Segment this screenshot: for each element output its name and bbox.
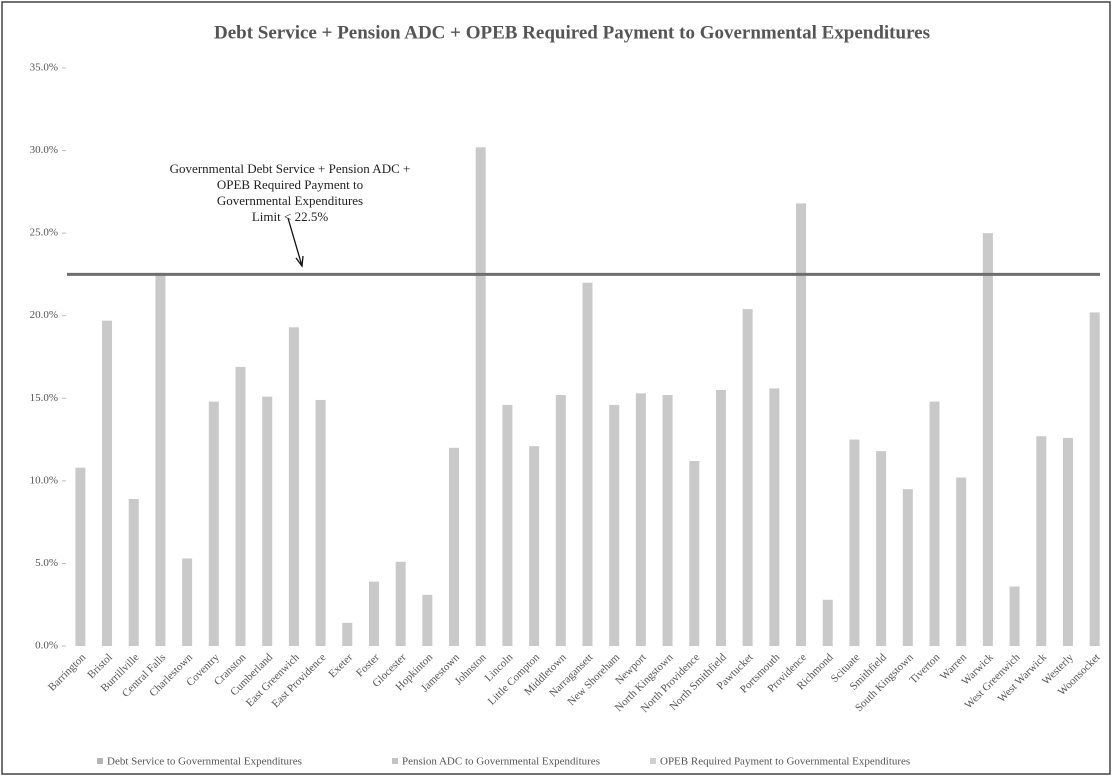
bar [769,388,780,646]
bar [208,401,219,646]
bar [849,439,860,646]
bar [342,622,353,646]
annotation: Governmental Debt Service + Pension ADC … [170,161,411,176]
bar [475,147,486,647]
bar [956,477,967,646]
bar [155,272,166,646]
bar [1062,437,1073,646]
bar [182,558,193,646]
bar [796,203,807,646]
y-tick-label: 0.0% [35,640,58,652]
y-tick-label: 30.0% [30,144,58,156]
bar [75,467,86,646]
bar [929,401,940,646]
y-tick-label: 20.0% [30,309,58,321]
bar [422,594,433,646]
annotation: Governmental Expenditures [217,193,363,208]
x-tick-label: Barrington [46,651,89,694]
x-tick-label: Tiverton [907,651,942,686]
annotation: Limit < 22.5% [252,209,328,224]
legend-swatch [97,758,103,764]
bar [582,282,593,646]
x-tick-label: Exeter [326,651,355,680]
bar [876,451,887,646]
bar [609,404,620,646]
y-tick-label: 15.0% [30,392,58,404]
bar [315,399,326,646]
bar [715,390,726,646]
legend-label: OPEB Required Payment to Governmental Ex… [660,756,910,768]
bar [1089,312,1100,646]
chart-title: Debt Service + Pension ADC + OPEB Requir… [214,22,930,43]
bar [555,394,566,646]
bar [689,461,700,646]
bar [262,396,273,646]
bar [662,394,673,646]
bar [288,327,299,646]
annotation-arrow [287,217,303,267]
bar [1009,586,1020,646]
bar [742,309,753,646]
bar [368,581,379,646]
bar [902,489,913,646]
legend-swatch [650,758,656,764]
legend-label: Debt Service to Governmental Expenditure… [107,756,302,768]
y-tick-label: 5.0% [35,557,58,569]
annotation: OPEB Required Payment to [217,177,363,192]
bar [449,447,460,646]
bar [982,233,993,646]
bar [635,393,646,646]
bar [128,499,139,646]
legend-label: Pension ADC to Governmental Expenditures [402,756,600,768]
bar [395,561,406,646]
bar [529,446,540,646]
annotation-arrowhead [295,255,304,268]
y-tick-label: 25.0% [30,227,58,239]
y-tick-label: 10.0% [30,474,58,486]
legend-swatch [392,758,398,764]
bar [1036,436,1047,646]
bar [235,366,246,646]
y-tick-label: 35.0% [30,62,58,74]
bar [502,404,513,646]
bar [102,320,113,646]
bar [822,599,833,646]
